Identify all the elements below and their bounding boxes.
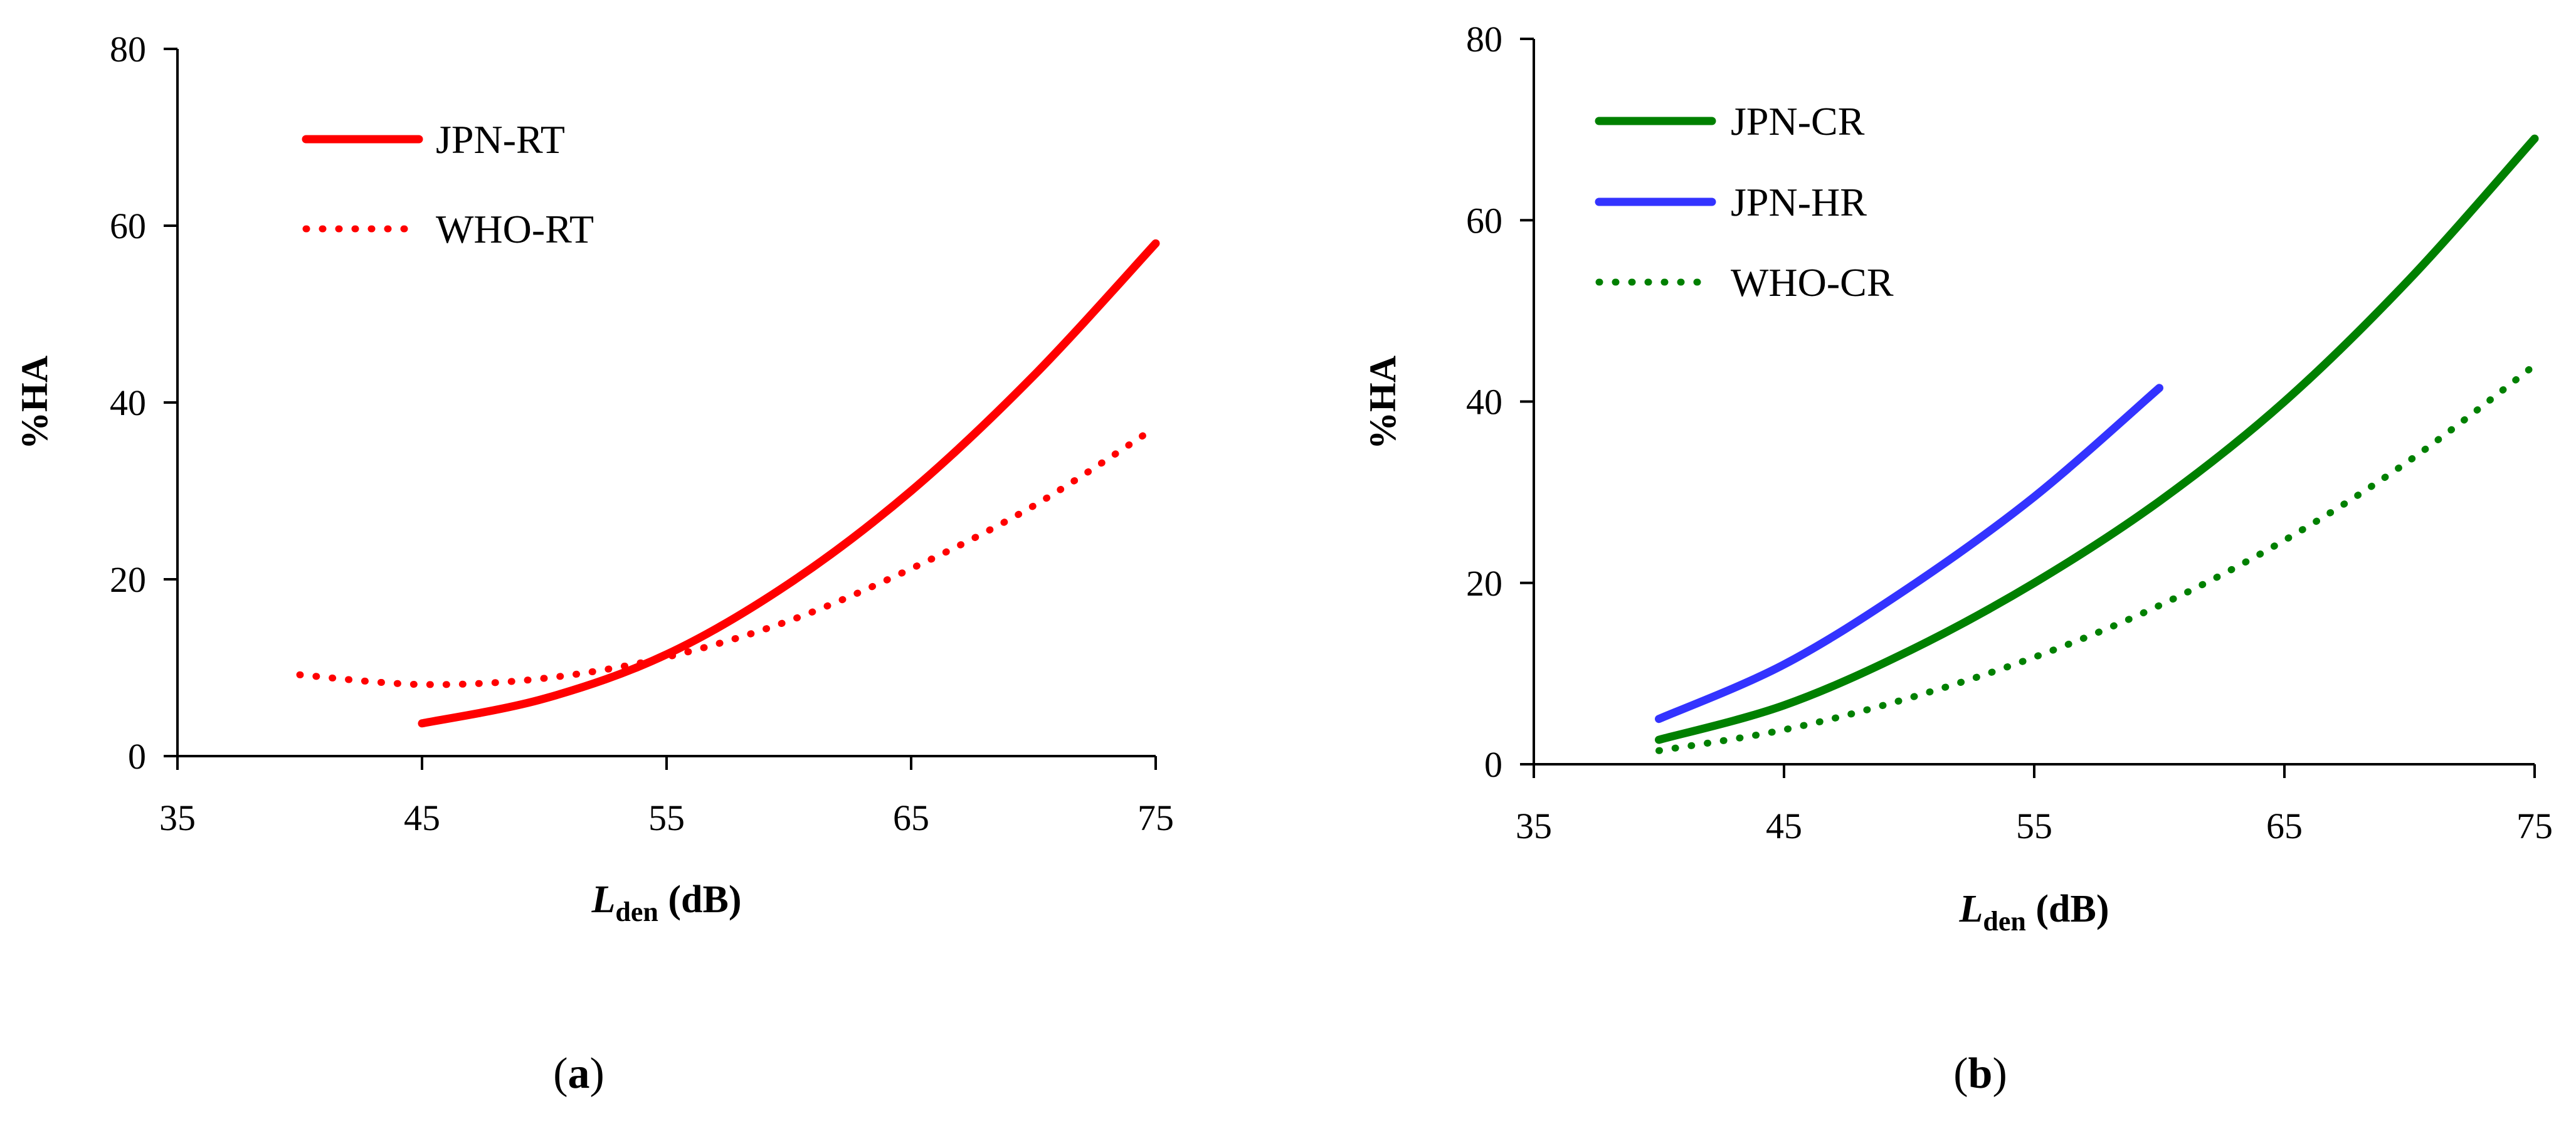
panel-letter: a: [568, 1050, 590, 1098]
x-tick-label: 65: [2266, 806, 2303, 846]
y-tick-label: 40: [1466, 382, 1502, 423]
y-tick-label: 20: [1466, 563, 1502, 604]
y-tick-label: 20: [110, 559, 146, 600]
series-line-jpn-hr: [1655, 384, 2163, 723]
x-axis-label-main: L: [1959, 888, 1983, 930]
y-tick-label: 80: [110, 29, 146, 70]
x-axis-label-subscript: den: [615, 897, 658, 927]
x-tick-label: 45: [1766, 806, 1802, 846]
x-tick-label: 75: [1138, 797, 1174, 838]
y-axis-label: %HA: [1362, 355, 1403, 450]
y-axis-label: %HA: [14, 355, 55, 450]
legend-label-jpn-rt: JPN-RT: [436, 117, 565, 162]
legend-label-who-cr: WHO-CR: [1731, 260, 1894, 305]
x-tick-label: 35: [1516, 806, 1552, 846]
x-axis-label-unit: (dB): [2026, 888, 2109, 930]
y-tick-label: 40: [110, 382, 146, 423]
chart-panel-b: 0 20 40 60 80 35 45 55 65 75 %HA Lden (dB) JPN-CR JPN…: [1362, 19, 2553, 1098]
y-tick-label: 0: [128, 736, 146, 777]
y-tick-label: 60: [1466, 200, 1502, 241]
x-tick-label: 55: [648, 797, 685, 838]
legend-label-jpn-hr: JPN-HR: [1731, 180, 1867, 224]
x-axis-label: Lden (dB): [591, 878, 742, 927]
y-tick-label: 0: [1484, 744, 1502, 785]
x-axis-label-unit: (dB): [658, 878, 742, 921]
legend-label-jpn-cr: JPN-CR: [1731, 99, 1865, 144]
series-line-jpn-cr: [1655, 134, 2539, 744]
y-tick-label: 60: [110, 206, 146, 246]
x-tick-label: 75: [2516, 806, 2553, 846]
chart-panel-a: 0 20 40 60 80 35 45 55 65 75 %HA Lden (dB) JPN-RT WHO…: [14, 29, 1174, 1098]
x-tick-label: 55: [2016, 806, 2052, 846]
y-tick-label: 80: [1466, 19, 1502, 60]
x-tick-label: 35: [159, 797, 196, 838]
series-line-who-rt: [296, 424, 1159, 688]
series-line-who-cr: [1655, 362, 2538, 754]
series-line-jpn-rt: [418, 239, 1160, 728]
panel-letter: b: [1968, 1050, 1993, 1098]
panel-label: (a): [553, 1050, 604, 1098]
x-axis-label-subscript: den: [1983, 906, 2025, 937]
panel-label: (b): [1953, 1050, 2007, 1098]
x-tick-label: 45: [404, 797, 440, 838]
x-tick-label: 65: [893, 797, 929, 838]
x-axis-label: Lden (dB): [1959, 888, 2109, 937]
legend-label-who-rt: WHO-RT: [436, 207, 594, 251]
x-axis-label-main: L: [591, 878, 616, 921]
